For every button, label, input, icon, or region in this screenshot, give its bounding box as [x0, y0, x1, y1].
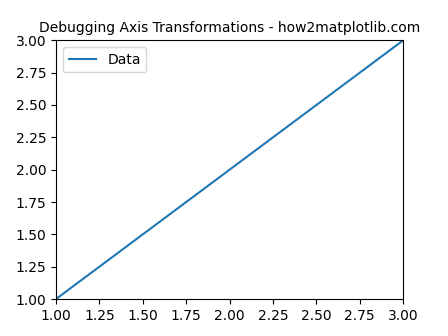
Data: [55, 296, 60, 300]
Title: Debugging Axis Transformations - how2matplotlib.com: Debugging Axis Transformations - how2mat…: [39, 21, 420, 35]
Line: Data: Data: [56, 40, 403, 299]
Data: [368, 62, 373, 67]
Data: [401, 38, 406, 42]
Data: [53, 297, 59, 301]
Data: [266, 139, 271, 143]
Data: [259, 144, 264, 148]
Data: [346, 79, 351, 83]
Legend: Data: Data: [63, 47, 146, 72]
Data: [260, 143, 265, 147]
